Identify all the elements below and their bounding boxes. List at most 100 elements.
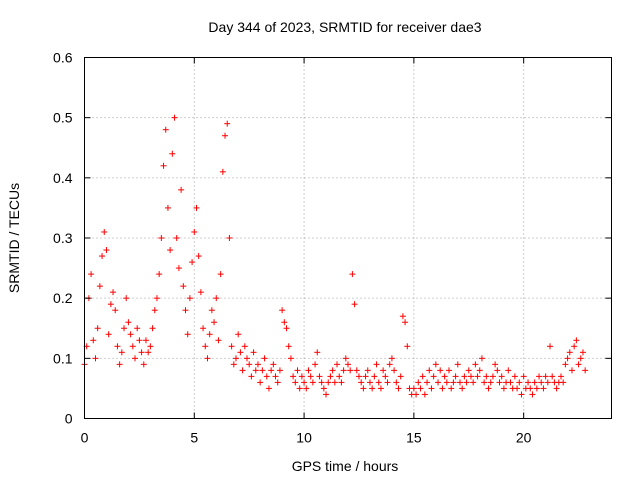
data-point — [237, 349, 244, 356]
data-point — [252, 367, 259, 374]
data-point — [285, 343, 292, 350]
data-point — [270, 361, 277, 368]
data-point — [388, 355, 395, 362]
data-point — [562, 361, 569, 368]
data-point — [272, 373, 279, 380]
data-point — [393, 379, 400, 386]
data-point — [169, 150, 176, 157]
y-tick-label: 0.6 — [53, 50, 73, 66]
data-point — [129, 343, 136, 350]
data-point — [213, 295, 220, 302]
data-point — [140, 361, 147, 368]
data-point — [301, 379, 308, 386]
data-point — [362, 373, 369, 380]
y-tick-label: 0.1 — [53, 350, 73, 366]
data-point — [219, 168, 226, 175]
data-point — [101, 228, 108, 235]
data-point — [118, 349, 125, 356]
data-point — [224, 120, 231, 127]
data-point — [202, 343, 209, 350]
data-point — [268, 367, 275, 374]
data-point — [456, 379, 463, 386]
data-point — [92, 355, 99, 362]
data-point — [287, 355, 294, 362]
data-point — [283, 325, 290, 332]
data-point — [156, 271, 163, 278]
data-point — [386, 361, 393, 368]
data-point — [538, 379, 545, 386]
data-point — [182, 307, 189, 314]
data-point — [110, 289, 117, 296]
data-point — [426, 367, 433, 374]
data-point — [500, 385, 507, 392]
data-point — [421, 391, 428, 398]
data-point — [428, 385, 435, 392]
data-point — [107, 301, 114, 308]
data-point — [307, 373, 314, 380]
data-point — [254, 361, 261, 368]
data-point — [525, 379, 532, 386]
data-point — [158, 235, 165, 241]
data-point — [329, 367, 336, 374]
data-point — [103, 247, 110, 254]
data-point — [446, 367, 453, 374]
data-point — [153, 295, 160, 302]
data-point — [536, 373, 543, 380]
data-point — [579, 349, 586, 356]
data-point — [208, 307, 215, 314]
data-point — [263, 373, 270, 380]
data-point — [441, 373, 448, 380]
data-point — [399, 313, 406, 320]
data-point — [193, 204, 200, 211]
data-point — [573, 337, 580, 344]
data-point — [492, 361, 499, 368]
data-point — [222, 132, 229, 139]
data-point — [577, 355, 584, 362]
data-point — [281, 319, 288, 326]
data-point — [557, 373, 564, 380]
data-point — [164, 204, 171, 211]
data-point — [417, 385, 424, 392]
data-point — [167, 247, 174, 254]
data-point — [395, 385, 402, 392]
data-point — [540, 385, 547, 392]
data-point — [549, 373, 556, 380]
y-tick-label: 0.2 — [53, 290, 73, 306]
data-point — [448, 385, 455, 392]
data-point — [542, 373, 549, 380]
data-point — [345, 361, 351, 368]
data-point — [520, 373, 527, 380]
data-point — [459, 385, 466, 392]
data-point — [151, 307, 158, 314]
data-point — [138, 349, 145, 356]
x-tick-label: 20 — [516, 430, 532, 446]
data-point — [498, 373, 505, 380]
data-point — [215, 337, 222, 344]
data-point — [358, 379, 365, 386]
data-point — [373, 361, 380, 368]
data-point — [276, 367, 283, 374]
data-point — [485, 385, 492, 392]
data-point — [340, 367, 347, 374]
data-point — [507, 379, 514, 386]
data-point — [204, 355, 211, 362]
data-point — [566, 349, 573, 356]
y-axis-tick-labels: 0 0.1 0.2 0.3 0.4 0.5 0.6 — [53, 50, 73, 427]
data-point — [134, 325, 141, 332]
data-point — [461, 373, 468, 380]
data-point — [478, 355, 485, 362]
data-point — [230, 361, 237, 368]
data-point — [259, 367, 266, 374]
x-axis-label: GPS time / hours — [292, 458, 399, 474]
data-point — [384, 379, 391, 386]
data-point — [516, 379, 523, 386]
data-point — [305, 367, 312, 374]
data-point — [316, 373, 323, 380]
data-point — [200, 325, 207, 332]
data-point — [397, 373, 404, 380]
data-point — [191, 228, 198, 235]
y-tick-label: 0.5 — [53, 110, 73, 126]
data-point — [217, 271, 224, 278]
data-point — [366, 379, 373, 386]
